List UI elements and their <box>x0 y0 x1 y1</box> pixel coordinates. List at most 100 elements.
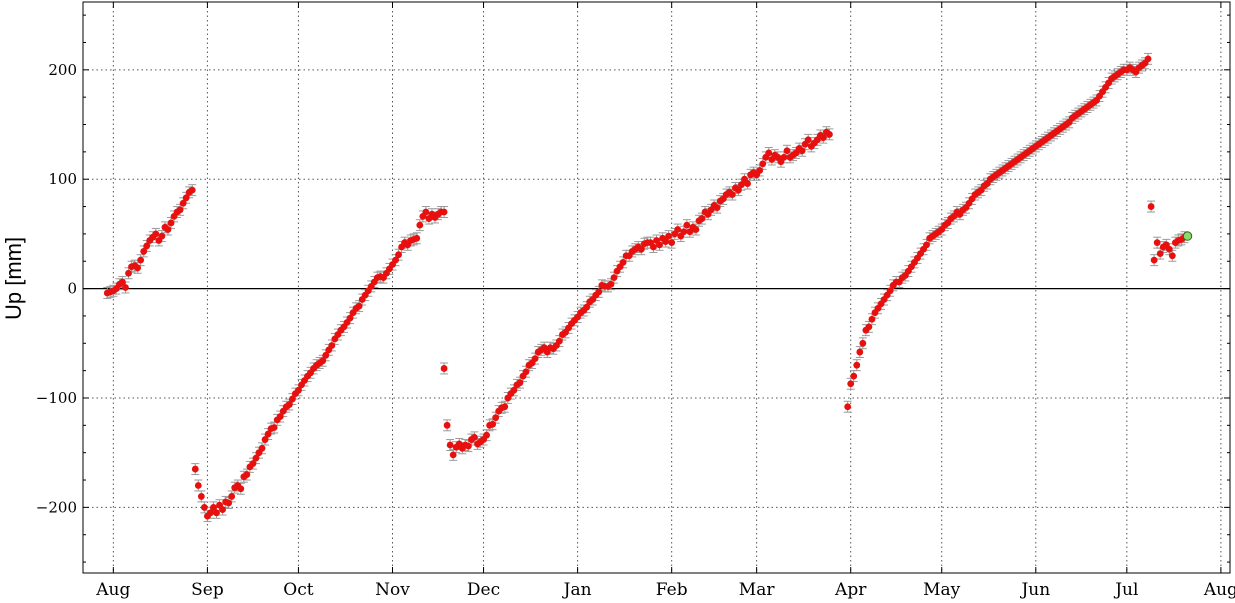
data-point <box>868 315 876 323</box>
x-tick-label: Aug <box>95 580 130 599</box>
data-point <box>555 337 563 345</box>
data-point <box>191 465 199 473</box>
data-point <box>210 503 217 511</box>
data-point <box>346 314 354 322</box>
data-point <box>140 248 148 255</box>
data-point <box>683 221 691 229</box>
data-point <box>674 226 682 233</box>
data-point <box>610 274 618 282</box>
data-point <box>744 180 751 187</box>
data-point <box>285 401 293 408</box>
data-point <box>756 167 764 174</box>
data-point <box>158 232 166 240</box>
data-point <box>489 420 497 428</box>
data-point <box>288 395 296 403</box>
plot-frame <box>82 1 1231 574</box>
data-point <box>264 430 272 438</box>
data-point <box>134 264 142 272</box>
data-point <box>531 355 539 363</box>
data-point <box>619 258 627 266</box>
data-point <box>826 130 833 138</box>
data-point <box>355 302 363 310</box>
data-point <box>276 413 284 420</box>
data-point <box>422 208 430 216</box>
data-point <box>780 153 788 161</box>
data-point <box>501 403 509 411</box>
data-point <box>143 242 151 250</box>
x-tick-label: Dec <box>467 580 500 599</box>
data-point <box>200 503 208 511</box>
data-point <box>847 380 855 388</box>
data-point <box>656 241 663 249</box>
data-point <box>125 269 132 277</box>
data-point <box>122 284 129 291</box>
data-point <box>464 442 472 450</box>
data-point <box>137 256 145 264</box>
data-point <box>471 433 478 441</box>
data-point <box>783 147 791 155</box>
data-point <box>1165 245 1173 253</box>
data-point <box>735 186 742 194</box>
data-point <box>182 194 190 202</box>
x-tick-label: Jun <box>1019 580 1050 599</box>
data-point <box>680 228 688 236</box>
data-point <box>583 303 591 311</box>
data-point <box>765 149 773 157</box>
data-point <box>804 136 812 144</box>
data-point <box>179 199 187 207</box>
data-point <box>759 160 767 168</box>
data-point <box>243 471 251 478</box>
data-point <box>492 414 500 422</box>
data-point <box>698 215 706 222</box>
data-point <box>443 421 451 429</box>
data-point <box>1168 252 1176 260</box>
data-point <box>819 134 827 142</box>
data-point <box>1156 250 1164 257</box>
data-point <box>713 204 721 212</box>
x-tick-label: Jul <box>1113 580 1138 599</box>
y-tick-label: −200 <box>36 498 77 516</box>
data-point <box>510 386 518 394</box>
data-point <box>197 493 205 500</box>
x-tick-label: Feb <box>656 580 688 599</box>
x-tick-label: Apr <box>834 580 867 599</box>
x-tick-label: Nov <box>375 580 410 599</box>
data-point <box>328 342 336 349</box>
y-tick-label: 200 <box>48 61 77 79</box>
data-point <box>440 208 448 216</box>
data-point <box>119 278 126 286</box>
data-point <box>219 506 226 513</box>
data-point <box>662 238 670 245</box>
data-point <box>856 348 864 356</box>
data-point <box>483 431 490 439</box>
data-point <box>650 243 657 251</box>
data-point <box>446 441 454 449</box>
data-point <box>207 509 214 517</box>
data-point <box>692 226 700 233</box>
data-point <box>261 436 269 443</box>
data-point <box>319 357 327 365</box>
data-point <box>164 226 172 233</box>
data-point <box>850 372 858 380</box>
y-tick-label: 100 <box>48 170 77 188</box>
data-point <box>152 230 160 238</box>
data-point <box>607 280 615 288</box>
data-point <box>258 444 266 452</box>
x-tick-label: Oct <box>283 580 313 599</box>
data-point <box>1144 55 1152 63</box>
data-point <box>522 368 530 376</box>
data-point <box>237 485 245 493</box>
x-tick-label: Sep <box>191 580 224 599</box>
data-point <box>416 221 424 229</box>
data-point <box>322 351 330 359</box>
data-point <box>844 403 852 411</box>
data-point <box>798 147 806 155</box>
x-tick-label: May <box>923 580 961 599</box>
y-tick-label: −100 <box>36 389 77 407</box>
data-point <box>295 386 302 394</box>
data-point <box>413 234 421 242</box>
data-point <box>637 245 645 253</box>
data-point <box>595 288 603 296</box>
